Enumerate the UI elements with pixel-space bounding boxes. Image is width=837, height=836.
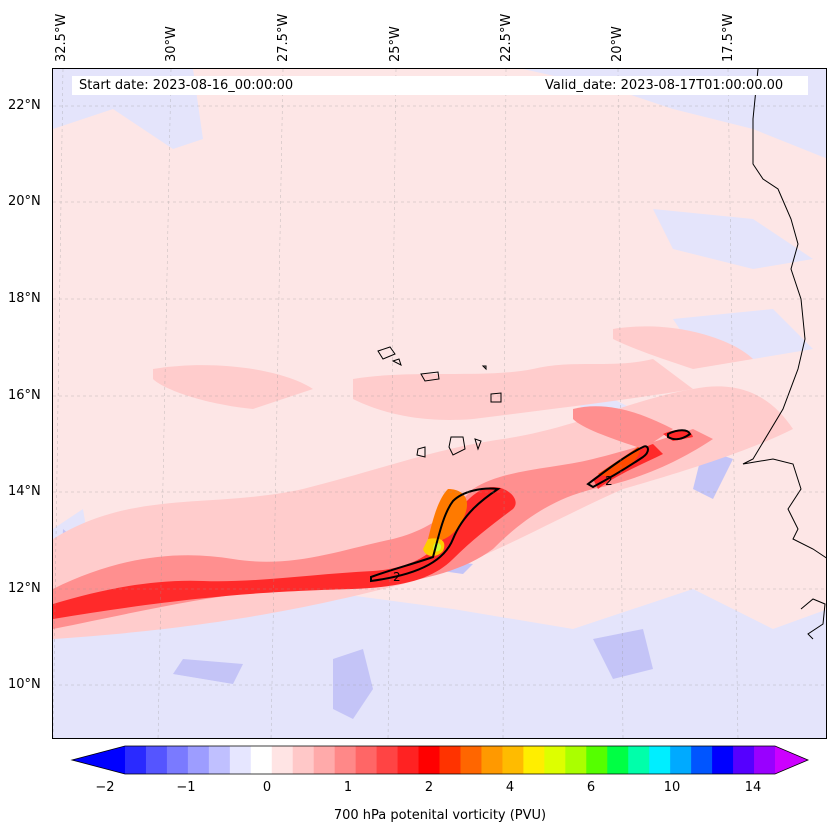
colorbar-tick-label: 0 (262, 780, 272, 795)
lat-label: 22°N (8, 98, 41, 113)
colorbar-cell (544, 746, 566, 774)
colorbar-extend-min (72, 746, 125, 774)
colorbar-cell (565, 746, 587, 774)
lon-label: 20°W (610, 26, 625, 62)
colorbar-cell (229, 746, 252, 774)
colorbar-cell (649, 746, 671, 774)
colorbar-cell (271, 746, 294, 774)
colorbar-cell (376, 746, 399, 774)
colorbar-cell (523, 746, 545, 774)
valid-date-label: Valid_date: 2023-08-17T01:00:00.00 (545, 76, 784, 95)
colorbar-cell (439, 746, 461, 774)
lat-label: 18°N (8, 291, 41, 306)
colorbar (70, 745, 810, 775)
coastline (742, 69, 826, 640)
colorbar-tick-label: 4 (505, 780, 515, 795)
colorbar-cell (691, 746, 713, 774)
colorbar-cell (334, 746, 357, 774)
colorbar-cell (313, 746, 336, 774)
lon-label: 27.5°W (276, 13, 291, 62)
colorbar-tick-label: 2 (424, 780, 434, 795)
colorbar-cell (460, 746, 482, 774)
colorbar-cell (145, 746, 168, 774)
colorbar-cell (418, 746, 441, 774)
lon-label: 25°W (388, 26, 403, 62)
lon-label: 22.5°W (499, 13, 514, 62)
start-date-label: Start date: 2023-08-16_00:00:00 (79, 76, 294, 95)
graticule (53, 69, 826, 738)
colorbar-cells (70, 745, 810, 775)
colorbar-cell (292, 746, 315, 774)
lon-label: 30°W (164, 26, 179, 62)
colorbar-cell (712, 746, 734, 774)
colorbar-cell (502, 746, 524, 774)
colorbar-cell (733, 746, 755, 774)
pv-2-contour (370, 429, 692, 583)
colorbar-cell (166, 746, 189, 774)
lon-label: 32.5°W (54, 13, 69, 62)
contour-label: 2 (393, 570, 401, 584)
map-panel: 2 2 (52, 68, 827, 739)
lat-label: 20°N (8, 194, 41, 209)
colorbar-cell (125, 746, 147, 774)
lat-label: 12°N (8, 581, 41, 596)
colorbar-tick-label: 6 (586, 780, 596, 795)
colorbar-outline (70, 745, 810, 775)
colorbar-tick-label: −1 (176, 780, 196, 795)
colorbar-cell (355, 746, 378, 774)
pv-map: 2 2 (53, 69, 826, 738)
lon-label: 17.5°W (721, 13, 736, 62)
lat-label: 16°N (8, 388, 41, 403)
colorbar-cell (397, 746, 420, 774)
colorbar-extend-max (775, 746, 808, 774)
colorbar-cell (628, 746, 650, 774)
lat-label: 10°N (8, 677, 41, 692)
colorbar-cell (187, 746, 210, 774)
lat-label: 14°N (8, 484, 41, 499)
colorbar-cell (250, 746, 273, 774)
colorbar-cell (481, 746, 503, 774)
colorbar-cell (607, 746, 629, 774)
colorbar-title: 700 hPa potenital vorticity (PVU) (333, 808, 547, 823)
contour-label: 2 (605, 474, 613, 488)
colorbar-cell (208, 746, 231, 774)
colorbar-tick-label: 14 (744, 780, 762, 795)
colorbar-cell (586, 746, 608, 774)
colorbar-tick-label: −2 (95, 780, 115, 795)
colorbar-cell (754, 746, 776, 774)
positive-pv-band-red (53, 406, 713, 629)
colorbar-tick-label: 1 (343, 780, 353, 795)
cape-verde-islands (377, 346, 502, 458)
colorbar-cell (670, 746, 692, 774)
colorbar-tick-label: 10 (663, 780, 681, 795)
